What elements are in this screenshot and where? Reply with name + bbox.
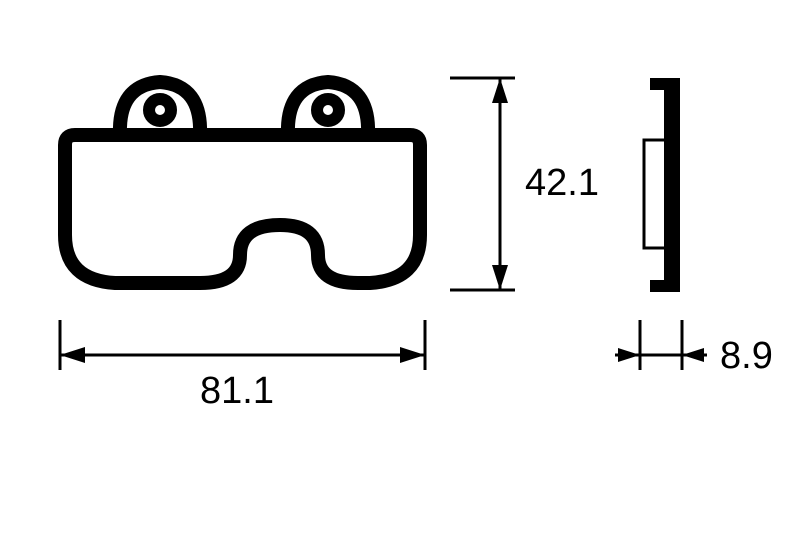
side-friction xyxy=(644,140,664,248)
dim-height-arrow-bot xyxy=(492,265,508,290)
dim-thickness-label: 8.9 xyxy=(720,335,773,378)
dim-width-label: 81.1 xyxy=(200,370,274,413)
dim-width-arrow-right xyxy=(400,347,425,363)
dim-thick-arrow-right xyxy=(682,348,704,362)
dim-height-arrow-top xyxy=(492,78,508,103)
mount-hole-left xyxy=(149,99,171,121)
drawing-canvas: 81.1 42.1 8.9 xyxy=(0,0,800,533)
dim-height-label: 42.1 xyxy=(525,162,599,205)
pad-outline xyxy=(65,135,420,283)
side-backplate xyxy=(664,78,680,292)
dim-width-arrow-left xyxy=(60,347,85,363)
front-view-svg xyxy=(0,0,800,533)
mount-ear-left xyxy=(120,82,200,135)
side-top-tab xyxy=(650,78,666,90)
side-bot-tab xyxy=(650,280,666,292)
mount-ear-right xyxy=(288,82,368,135)
mount-hole-right xyxy=(317,99,339,121)
dim-thick-arrow-left xyxy=(618,348,640,362)
